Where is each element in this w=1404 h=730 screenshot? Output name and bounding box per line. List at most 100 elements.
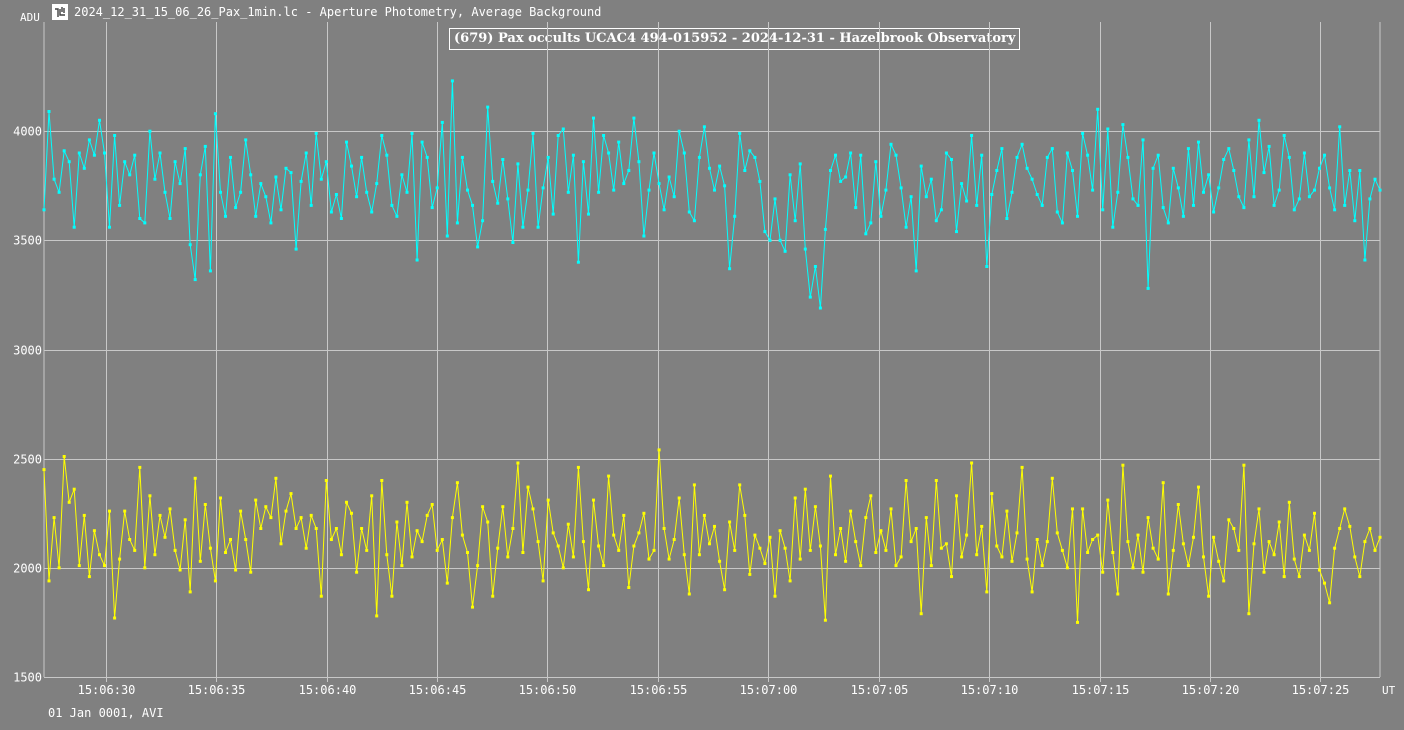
data-point xyxy=(213,112,217,116)
data-point xyxy=(118,557,122,561)
data-point xyxy=(985,590,989,594)
data-point xyxy=(1192,535,1195,539)
data-point xyxy=(1267,144,1271,148)
data-point xyxy=(576,465,580,469)
data-point xyxy=(334,193,338,196)
data-point xyxy=(1358,169,1362,172)
data-point xyxy=(52,177,56,181)
data-point xyxy=(1257,118,1261,122)
data-point xyxy=(556,544,560,548)
data-point xyxy=(788,173,792,177)
data-point xyxy=(657,182,661,186)
data-point xyxy=(229,538,232,541)
data-point xyxy=(1186,147,1190,151)
data-point xyxy=(501,158,505,161)
data-point xyxy=(1161,481,1165,485)
data-point xyxy=(1368,527,1372,530)
data-point xyxy=(1096,107,1100,111)
data-point xyxy=(1111,551,1115,554)
data-point xyxy=(1242,463,1246,467)
data-point xyxy=(1141,138,1145,142)
data-point xyxy=(284,509,288,513)
data-point xyxy=(1207,594,1211,598)
data-point xyxy=(692,483,696,487)
data-point xyxy=(642,511,646,515)
data-point xyxy=(768,535,772,539)
data-point xyxy=(491,179,495,183)
data-point xyxy=(87,575,91,579)
data-point xyxy=(708,166,711,170)
data-point xyxy=(1302,533,1306,537)
data-point xyxy=(1166,592,1170,596)
data-point xyxy=(970,461,974,465)
data-point xyxy=(168,507,172,511)
data-point xyxy=(274,175,278,179)
data-point xyxy=(1353,219,1357,223)
data-point xyxy=(768,238,772,242)
data-point xyxy=(526,485,530,489)
data-point xyxy=(1045,540,1049,544)
data-point xyxy=(1343,203,1347,207)
data-point xyxy=(92,529,96,533)
data-point xyxy=(1035,538,1039,541)
data-point xyxy=(1181,542,1185,546)
y-tick-label: 3500 xyxy=(13,234,42,248)
data-point xyxy=(168,217,172,220)
data-point xyxy=(793,496,797,500)
y-tick-label: 2500 xyxy=(13,453,42,467)
data-point xyxy=(702,513,706,517)
data-point xyxy=(864,232,868,236)
data-point xyxy=(844,559,848,563)
data-point xyxy=(1237,195,1241,199)
data-point xyxy=(677,129,681,133)
data-point xyxy=(854,206,858,210)
data-point xyxy=(607,474,611,478)
data-point xyxy=(1121,463,1125,467)
data-point xyxy=(738,131,742,135)
data-point xyxy=(1030,177,1034,181)
data-point xyxy=(566,190,570,194)
data-point xyxy=(1010,190,1014,194)
data-point xyxy=(1373,548,1377,552)
data-point xyxy=(1071,169,1074,172)
data-point xyxy=(929,177,933,181)
data-point xyxy=(188,590,192,594)
data-point xyxy=(123,509,127,513)
data-point xyxy=(667,175,671,179)
data-point xyxy=(1202,555,1205,559)
data-point xyxy=(450,79,454,83)
data-point xyxy=(844,175,848,179)
data-point xyxy=(718,164,722,168)
data-point xyxy=(486,105,490,109)
data-point xyxy=(405,190,409,194)
data-point xyxy=(713,524,716,528)
data-point xyxy=(163,535,167,539)
data-point xyxy=(471,605,474,609)
data-point xyxy=(1222,579,1226,583)
data-point xyxy=(98,553,101,557)
data-point xyxy=(909,195,913,199)
data-point xyxy=(486,520,490,524)
data-point xyxy=(284,166,288,170)
data-point xyxy=(723,184,727,188)
data-point xyxy=(1252,542,1256,546)
data-point xyxy=(1348,169,1352,172)
data-point xyxy=(874,551,878,554)
data-point xyxy=(1313,188,1316,192)
data-point xyxy=(970,134,974,137)
data-point xyxy=(203,503,207,506)
data-point xyxy=(1333,546,1337,550)
data-point xyxy=(1141,570,1145,574)
data-point xyxy=(476,564,480,568)
data-point xyxy=(622,513,626,517)
data-point xyxy=(884,188,888,192)
lightcurve-app-icon[interactable] xyxy=(52,4,68,20)
axes: 1500 2000 2500 3000 3500 4000 15:06:30 15:06:35… xyxy=(13,22,1381,697)
data-point xyxy=(904,225,908,229)
data-point xyxy=(213,579,217,583)
data-point xyxy=(1176,503,1180,506)
data-point xyxy=(697,553,701,557)
data-point xyxy=(1282,575,1286,579)
data-point xyxy=(1086,551,1090,554)
data-point xyxy=(198,173,202,177)
